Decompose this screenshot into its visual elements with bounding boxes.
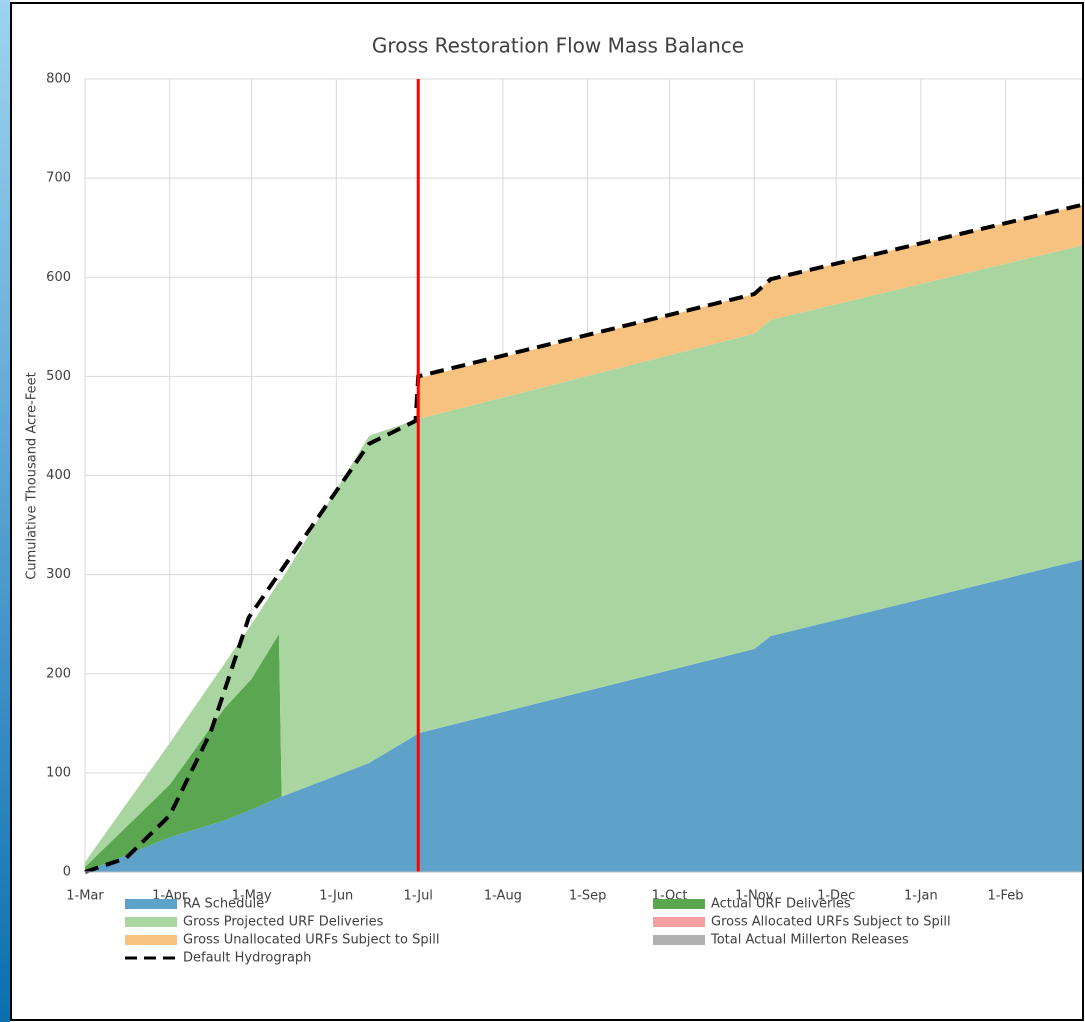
x-tick-label: 1-Jul: [404, 889, 433, 904]
legend-label: RA Schedule: [183, 897, 264, 912]
x-tick-label: 1-Feb: [988, 889, 1024, 904]
y-tick-label: 200: [46, 666, 71, 681]
y-axis-label: Cumulative Thousand Acre-Feet: [25, 372, 40, 580]
areas: [85, 204, 1082, 872]
x-tick-label: 1-Aug: [484, 889, 522, 904]
side-strip: [0, 0, 10, 1022]
y-tick-label: 300: [46, 567, 71, 582]
legend-label: Total Actual Millerton Releases: [710, 933, 909, 948]
legend-swatch: [125, 917, 177, 927]
area: [85, 245, 1082, 868]
x-tick-label: 1-Mar: [66, 889, 104, 904]
y-tick-label: 0: [63, 865, 71, 880]
x-tick-label: 1-May: [232, 889, 272, 904]
x-tick-label: 1-Jun: [319, 889, 353, 904]
legend-swatch: [125, 935, 177, 945]
legend-label: Actual URF Deliveries: [711, 897, 851, 912]
y-tick-label: 800: [46, 72, 71, 87]
y-tick-label: 500: [46, 369, 71, 384]
y-tick-label: 700: [46, 171, 71, 186]
legend-swatch: [653, 899, 705, 909]
legend-label: Gross Allocated URFs Subject to Spill: [711, 915, 951, 930]
x-tick-label: 1-Sep: [569, 889, 606, 904]
legend-label: Default Hydrograph: [183, 951, 311, 966]
legend-swatch: [125, 899, 177, 909]
legend-swatch: [653, 935, 705, 945]
overlays: [84, 202, 1083, 874]
x-tick-label: 1-Jan: [904, 889, 938, 904]
y-tick-label: 100: [46, 765, 71, 780]
y-tick-label: 600: [46, 270, 71, 285]
area: [85, 559, 1082, 872]
line: [84, 202, 1083, 874]
x-tick-label: 1-Nov: [735, 889, 774, 904]
legend-label: Gross Unallocated URFs Subject to Spill: [183, 933, 439, 948]
legend-label: Gross Projected URF Deliveries: [183, 915, 384, 930]
chart-title: Gross Restoration Flow Mass Balance: [372, 34, 744, 58]
y-tick-label: 400: [46, 468, 71, 483]
x-tick-label: 1-Dec: [817, 889, 855, 904]
legend-swatch: [653, 917, 705, 927]
